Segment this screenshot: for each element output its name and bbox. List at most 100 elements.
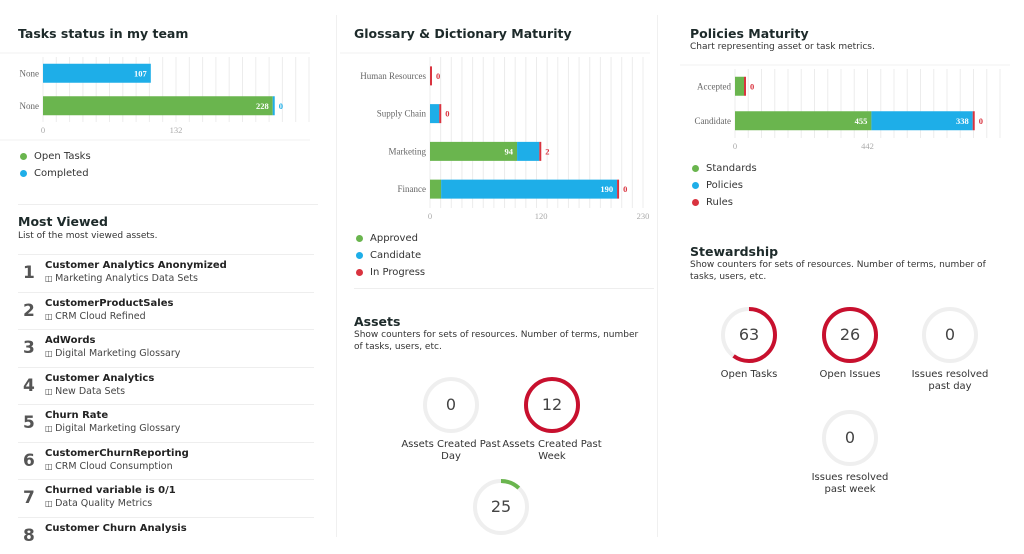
legend-item[interactable]: Candidate bbox=[356, 247, 425, 264]
x-tick-label: 0 bbox=[733, 141, 737, 151]
category-label: Candidate bbox=[695, 116, 732, 126]
domain-label: Digital Marketing Glossary bbox=[55, 423, 181, 434]
legend-label: Policies bbox=[706, 180, 743, 191]
counter[interactable]: 12 Assets Created Past Week bbox=[502, 375, 602, 463]
most-viewed-item[interactable]: 3 AdWords ◫ Digital Marketing Glossary bbox=[18, 329, 314, 366]
ring-gauge bbox=[524, 377, 580, 433]
legend-dot-icon bbox=[20, 153, 27, 160]
most-viewed-item[interactable]: 7 Churned variable is 0/1 ◫ Data Quality M… bbox=[18, 479, 314, 516]
bar-segment bbox=[539, 141, 542, 161]
bar-segment bbox=[439, 104, 442, 124]
asset-name[interactable]: AdWords bbox=[45, 335, 96, 346]
data-label: 2 bbox=[545, 146, 549, 156]
most-viewed-item[interactable]: 1 Customer Analytics Anonymized ◫ Marketin… bbox=[18, 254, 314, 291]
counter-label: Assets Created Past Day bbox=[401, 439, 501, 462]
domain-label: Digital Marketing Glossary bbox=[55, 348, 181, 359]
legend-dot-icon bbox=[356, 235, 363, 242]
bar-segment bbox=[43, 96, 273, 116]
ring-gauge bbox=[423, 377, 479, 433]
tasks-title: Tasks status in my team bbox=[18, 26, 189, 41]
category-label: Accepted bbox=[697, 81, 731, 91]
policies-title: Policies Maturity bbox=[690, 26, 809, 41]
category-label: Marketing bbox=[389, 146, 427, 156]
legend-item[interactable]: Standards bbox=[692, 160, 757, 177]
legend-item[interactable]: In Progress bbox=[356, 264, 425, 281]
assets-title: Assets bbox=[354, 314, 401, 329]
domain-icon: ◫ bbox=[45, 424, 56, 433]
domain-icon: ◫ bbox=[45, 461, 56, 471]
domain-icon: ◫ bbox=[45, 499, 56, 508]
glossary-title: Glossary & Dictionary Maturity bbox=[354, 26, 572, 41]
domain-label: Data Quality Metrics bbox=[55, 498, 153, 509]
bar-segment bbox=[430, 66, 432, 86]
asset-name[interactable]: Churn Rate bbox=[45, 410, 109, 421]
legend-item[interactable]: Rules bbox=[692, 194, 757, 211]
category-label: None bbox=[20, 68, 40, 78]
category-label: None bbox=[20, 101, 40, 111]
counter[interactable]: 0 Issues resolved past week bbox=[800, 408, 900, 496]
policies-subtitle: Chart representing asset or task metrics… bbox=[690, 42, 875, 52]
asset-name[interactable]: Customer Analytics bbox=[45, 372, 155, 384]
counter[interactable]: 63 Open Tasks bbox=[699, 305, 799, 381]
legend-label: Open Tasks bbox=[34, 151, 91, 162]
data-label: 94 bbox=[505, 146, 514, 156]
ring-gauge bbox=[473, 479, 529, 535]
asset-domain: ◫ CRM Cloud Refined bbox=[45, 311, 146, 322]
tasks-chart: None 107 None 228 0 0 132 bbox=[0, 52, 310, 141]
domain-label: CRM Cloud Refined bbox=[55, 310, 146, 322]
data-label: 455 bbox=[855, 116, 868, 126]
asset-domain: ◫ CRM Cloud Consumption bbox=[45, 461, 173, 472]
bar-segment bbox=[272, 96, 275, 116]
counter[interactable]: 0 Assets Created Past Day bbox=[401, 375, 501, 463]
asset-domain: ◫ New Data Sets bbox=[45, 386, 125, 397]
counter-value: 26 bbox=[839, 325, 861, 344]
asset-name[interactable]: Customer Churn Analysis bbox=[45, 522, 187, 534]
data-label: 0 bbox=[445, 109, 449, 119]
bar-segment bbox=[735, 111, 872, 131]
asset-name[interactable]: Churned variable is 0/1 bbox=[45, 485, 176, 496]
counter-value: 0 bbox=[944, 325, 956, 344]
legend-dot-icon bbox=[356, 252, 363, 259]
rank: 8 bbox=[23, 525, 35, 546]
data-label: 0 bbox=[623, 184, 627, 194]
legend-item[interactable]: Completed bbox=[20, 165, 91, 182]
data-label: 0 bbox=[279, 101, 283, 111]
domain-label: New Data Sets bbox=[55, 385, 126, 397]
counter[interactable]: 25 bbox=[451, 477, 551, 541]
data-label: 0 bbox=[436, 71, 440, 81]
most-viewed-item[interactable]: 8 Customer Churn Analysis bbox=[18, 516, 314, 554]
most-viewed-item[interactable]: 2 CustomerProductSales ◫ CRM Cloud Refined bbox=[18, 291, 314, 329]
most-viewed-item[interactable]: 5 Churn Rate ◫ Digital Marketing Glossary bbox=[18, 404, 314, 441]
most-viewed-item[interactable]: 6 CustomerChurnReporting ◫ CRM Cloud Consu… bbox=[18, 441, 314, 479]
asset-name[interactable]: Customer Analytics Anonymized bbox=[45, 260, 227, 271]
most-viewed-item[interactable]: 4 Customer Analytics ◫ New Data Sets bbox=[18, 366, 314, 404]
counter-label: Open Issues bbox=[819, 369, 881, 380]
legend-item[interactable]: Approved bbox=[356, 230, 425, 247]
counter-label: Issues resolved past week bbox=[811, 472, 889, 495]
legend-dot-icon bbox=[692, 165, 699, 172]
counter-value: 63 bbox=[738, 325, 760, 344]
legend-item[interactable]: Open Tasks bbox=[20, 148, 91, 165]
asset-name[interactable]: CustomerChurnReporting bbox=[45, 447, 189, 459]
legend-item[interactable]: Policies bbox=[692, 177, 757, 194]
asset-domain: ◫ Marketing Analytics Data Sets bbox=[45, 273, 198, 284]
bar-segment bbox=[517, 141, 540, 161]
counter-label: Assets Created Past Week bbox=[502, 439, 602, 462]
ring-gauge bbox=[822, 307, 878, 363]
data-label: 107 bbox=[134, 68, 148, 78]
bar-segment bbox=[430, 179, 442, 199]
counter-value: 0 bbox=[844, 428, 856, 447]
bar-segment bbox=[617, 179, 620, 199]
bar-segment bbox=[743, 76, 746, 96]
counter[interactable]: 26 Open Issues bbox=[800, 305, 900, 381]
domain-icon: ◫ bbox=[45, 349, 56, 358]
x-tick-label: 132 bbox=[170, 125, 183, 135]
ring-gauge bbox=[922, 307, 978, 363]
rank: 7 bbox=[23, 488, 35, 508]
asset-name[interactable]: CustomerProductSales bbox=[45, 297, 174, 309]
counter[interactable]: 0 Issues resolved past day bbox=[900, 305, 1000, 393]
tasks-legend: Open Tasks Completed bbox=[20, 148, 91, 182]
legend-label: Approved bbox=[370, 233, 418, 244]
legend-dot-icon bbox=[692, 182, 699, 189]
counter-value: 25 bbox=[490, 497, 512, 516]
